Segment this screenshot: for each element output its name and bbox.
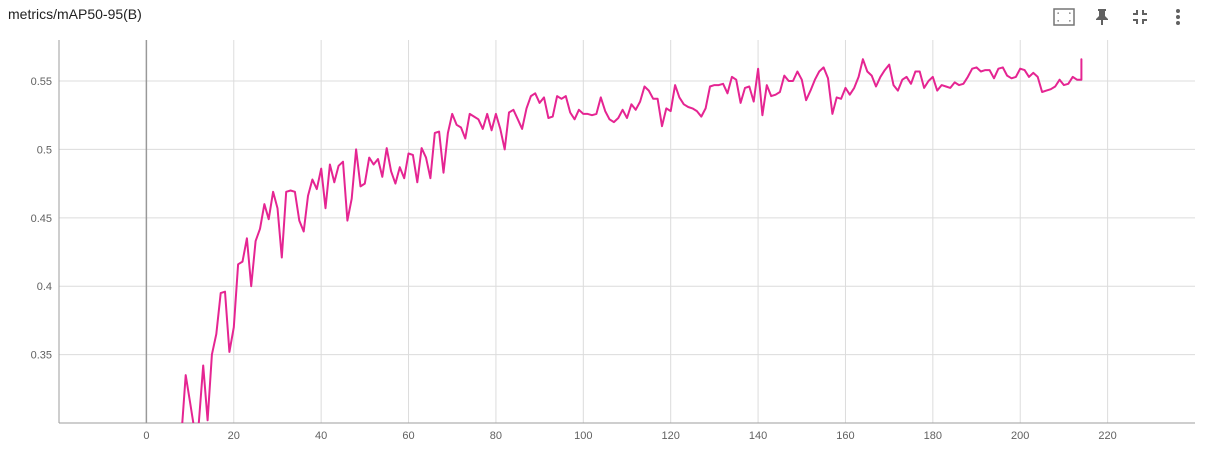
y-tick-label: 0.4 bbox=[37, 281, 52, 293]
grid-lines bbox=[59, 40, 1195, 423]
x-tick-label: 60 bbox=[402, 430, 414, 442]
series-layer bbox=[181, 58, 1083, 437]
x-tick-label: 180 bbox=[924, 430, 942, 442]
x-tick-label: 20 bbox=[228, 430, 240, 442]
x-tick-label: 200 bbox=[1011, 430, 1029, 442]
y-tick-label: 0.55 bbox=[31, 76, 52, 88]
tick-labels: 0.35 0.4 0.45 0.5 0.55 0 20 40 60 80 100 120 140 160 1… bbox=[31, 76, 1117, 442]
collapse-icon bbox=[1133, 10, 1147, 24]
y-tick-label: 0.45 bbox=[31, 213, 52, 225]
collapse-button[interactable] bbox=[1121, 2, 1159, 32]
y-tick-label: 0.35 bbox=[31, 350, 52, 362]
x-tick-label: 140 bbox=[749, 430, 767, 442]
x-tick-label: 100 bbox=[574, 430, 592, 442]
fit-domain-icon bbox=[1053, 8, 1075, 26]
series-line-0[interactable] bbox=[181, 58, 1083, 437]
fit-domain-button[interactable] bbox=[1045, 2, 1083, 32]
chart-toolbar bbox=[1045, 2, 1197, 32]
y-tick-label: 0.5 bbox=[37, 144, 52, 156]
x-tick-label: 40 bbox=[315, 430, 327, 442]
x-tick-label: 0 bbox=[143, 430, 149, 442]
x-tick-label: 220 bbox=[1098, 430, 1116, 442]
pin-icon bbox=[1096, 9, 1108, 25]
pin-button[interactable] bbox=[1083, 2, 1121, 32]
x-tick-label: 120 bbox=[662, 430, 680, 442]
x-tick-label: 160 bbox=[836, 430, 854, 442]
more-options-button[interactable] bbox=[1159, 2, 1197, 32]
more-vert-icon bbox=[1176, 9, 1180, 25]
x-tick-label: 80 bbox=[490, 430, 502, 442]
chart-title: metrics/mAP50-95(B) bbox=[8, 6, 142, 22]
axes bbox=[58, 40, 1195, 424]
